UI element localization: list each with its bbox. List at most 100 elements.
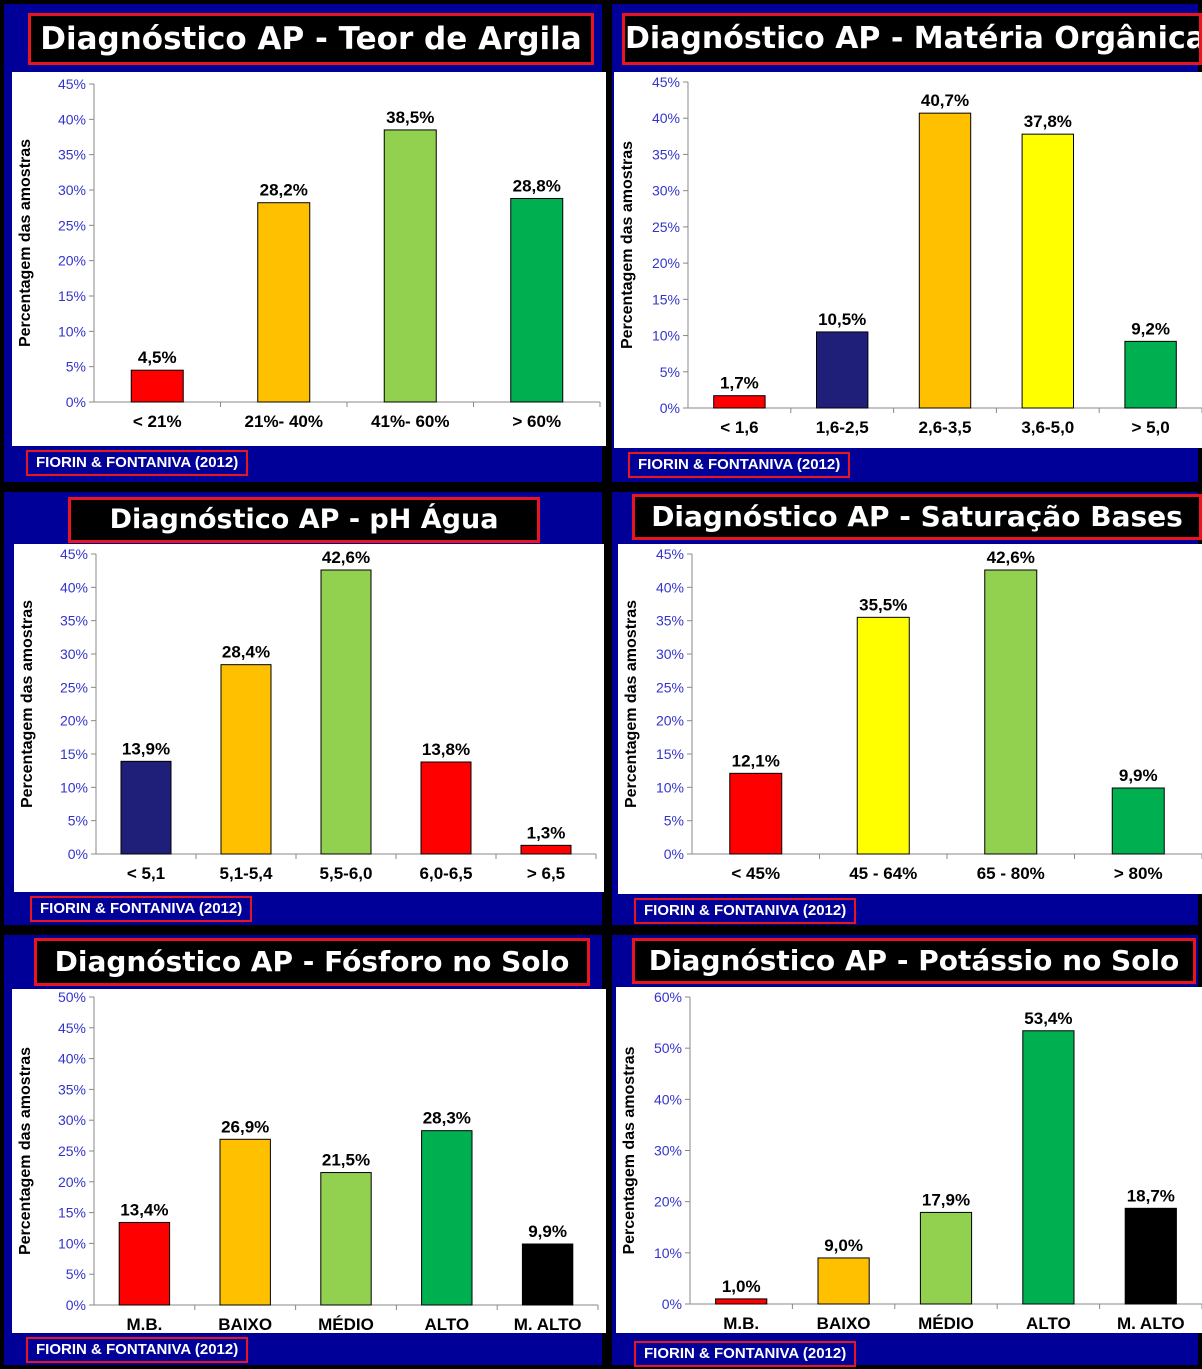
y-tick-label: 30% [656, 646, 684, 662]
y-tick-label: 15% [652, 291, 680, 307]
x-tick-label: < 5,1 [127, 864, 165, 883]
x-tick-label: 21%- 40% [245, 412, 323, 431]
plot-area: Percentagem das amostras 0% 5% 10% 15% 20% 25%… [614, 72, 1202, 448]
x-tick-label: 5,1-5,4 [220, 864, 273, 883]
bar [1124, 340, 1177, 409]
data-label: 37,8% [1024, 112, 1072, 131]
plot-area: Percentagem das amostras 0% 5% 10% 15% 20% 25%… [14, 544, 604, 892]
chart-panel-materia-organica: Diagnóstico AP - Matéria Orgânica Percen… [608, 0, 1202, 486]
data-label: 9,2% [1131, 319, 1170, 338]
bar-chart-materia-organica: Percentagem das amostras 0% 5% 10% 15% 20% 25%… [619, 74, 1202, 437]
y-tick-label: 20% [654, 1194, 682, 1210]
y-tick-label: 0% [664, 846, 684, 862]
x-tick-label: < 1,6 [720, 418, 758, 437]
x-tick-label: 5,5-6,0 [320, 864, 373, 883]
y-tick-label: 45% [656, 546, 684, 562]
data-label: 13,8% [422, 740, 470, 759]
bar [729, 772, 783, 855]
bar-chart-fosforo: Percentagem das amostras 0% 5% 10% 15% 20% 25%… [17, 989, 599, 1333]
y-tick-label: 40% [656, 579, 684, 595]
x-tick-label: > 60% [512, 412, 561, 431]
y-tick-label: 25% [60, 679, 88, 695]
bar [510, 197, 564, 403]
y-tick-label: 10% [58, 323, 86, 339]
y-tick-label: 30% [60, 646, 88, 662]
y-tick-label: 60% [654, 989, 682, 1005]
y-tick-label: 40% [654, 1091, 682, 1107]
x-tick-label: > 80% [1114, 864, 1163, 883]
y-tick-label: 20% [652, 255, 680, 271]
chart-title: Diagnóstico AP - Potássio no Solo [632, 938, 1196, 984]
data-label: 9,9% [528, 1222, 567, 1241]
bar [713, 395, 766, 409]
x-tick-label: BAIXO [218, 1315, 272, 1333]
x-tick-label: 41%- 60% [371, 412, 449, 431]
source-footer: FIORIN & FONTANIVA (2012) [26, 450, 249, 476]
data-label: 1,3% [527, 823, 566, 842]
y-tick-label: 0% [662, 1296, 682, 1312]
data-label: 9,9% [1119, 766, 1158, 785]
plot-area: Percentagem das amostras 0% 5% 10% 15% 20% 25%… [618, 544, 1202, 894]
y-tick-label: 30% [654, 1143, 682, 1159]
bar [120, 760, 172, 855]
bar [715, 1298, 768, 1305]
y-tick-label: 15% [58, 1205, 86, 1221]
y-axis-label: Percentagem das amostras [19, 600, 36, 808]
y-tick-label: 35% [652, 146, 680, 162]
source-footer: FIORIN & FONTANIVA (2012) [30, 896, 253, 922]
bar [1111, 787, 1165, 855]
data-label: 28,2% [260, 181, 308, 200]
x-tick-label: ALTO [424, 1315, 469, 1333]
y-tick-label: 45% [652, 74, 680, 90]
y-tick-label: 5% [66, 1266, 86, 1282]
y-tick-label: 5% [68, 813, 88, 829]
x-tick-label: MÉDIO [918, 1314, 974, 1333]
bar-chart-saturacao-bases: Percentagem das amostras 0% 5% 10% 15% 20% 25%… [623, 546, 1202, 883]
source-footer: FIORIN & FONTANIVA (2012) [26, 1337, 249, 1363]
y-tick-label: 20% [58, 253, 86, 269]
bar [420, 761, 472, 855]
y-tick-label: 20% [58, 1174, 86, 1190]
bar [520, 844, 572, 855]
y-tick-label: 40% [60, 579, 88, 595]
y-tick-label: 20% [60, 713, 88, 729]
y-tick-label: 20% [656, 713, 684, 729]
y-tick-label: 30% [652, 183, 680, 199]
y-tick-label: 40% [58, 1051, 86, 1067]
y-tick-label: 45% [58, 76, 86, 92]
plot-area: Percentagem das amostras 0% 5% 10% 15% 20% 25%… [12, 989, 606, 1333]
bar [1022, 1030, 1075, 1305]
y-tick-label: 5% [664, 813, 684, 829]
bar [220, 664, 272, 855]
y-axis-label: Percentagem das amostras [17, 1047, 34, 1255]
bar [320, 569, 372, 855]
data-label: 13,9% [122, 739, 170, 758]
y-axis-label: Percentagem das amostras [623, 600, 640, 808]
y-tick-label: 25% [58, 217, 86, 233]
data-label: 35,5% [859, 595, 907, 614]
x-tick-label: 3,6-5,0 [1021, 418, 1074, 437]
x-tick-label: > 5,0 [1131, 418, 1169, 437]
data-label: 13,4% [120, 1200, 168, 1219]
y-tick-label: 5% [660, 364, 680, 380]
bar [856, 616, 910, 855]
y-tick-label: 45% [58, 1020, 86, 1036]
bar [1124, 1207, 1177, 1305]
y-tick-label: 40% [652, 110, 680, 126]
data-label: 42,6% [987, 548, 1035, 567]
source-footer: FIORIN & FONTANIVA (2012) [628, 452, 851, 478]
chart-title: Diagnóstico AP - Fósforo no Solo [34, 938, 590, 986]
y-tick-label: 40% [58, 111, 86, 127]
data-label: 28,3% [423, 1109, 471, 1128]
chart-title: Diagnóstico AP - Matéria Orgânica [622, 13, 1202, 65]
chart-title: Diagnóstico AP - pH Água [68, 497, 540, 543]
y-tick-label: 50% [654, 1040, 682, 1056]
data-label: 17,9% [922, 1190, 970, 1209]
bar [320, 1172, 372, 1306]
plot-area: Percentagem das amostras 0% 10% 20% 30% 40% 50… [616, 987, 1202, 1333]
bar [984, 569, 1038, 855]
y-tick-label: 15% [58, 288, 86, 304]
x-tick-label: 65 - 80% [977, 864, 1045, 883]
data-label: 53,4% [1024, 1009, 1072, 1028]
data-label: 12,1% [732, 751, 780, 770]
